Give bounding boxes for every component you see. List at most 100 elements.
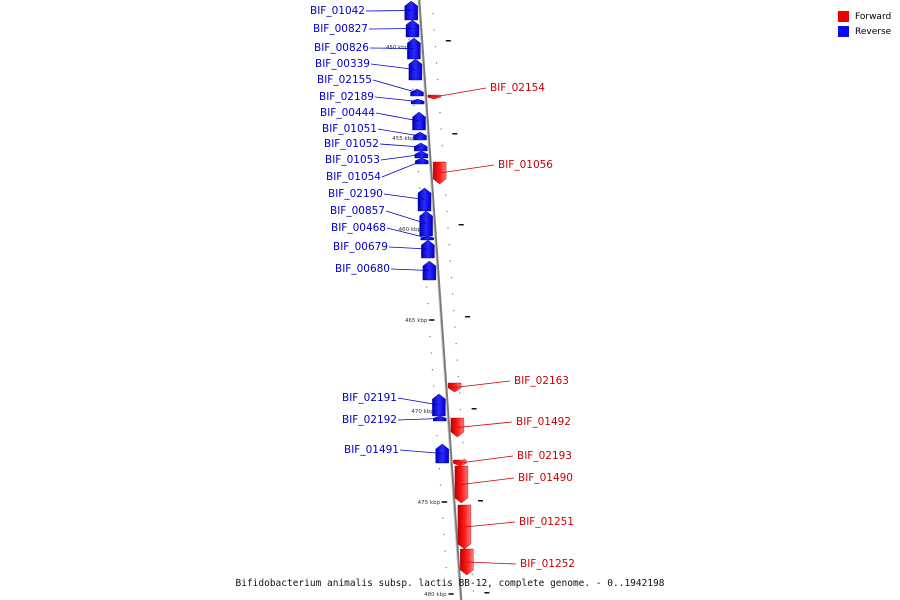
gene-label-bif_01490[interactable]: BIF_01490	[518, 472, 573, 484]
gene-label-bif_01056[interactable]: BIF_01056	[498, 159, 553, 171]
gene-label-bif_01251[interactable]: BIF_01251	[519, 516, 574, 528]
gene-label-bif_01491[interactable]: BIF_01491	[344, 444, 399, 456]
track-dot	[440, 128, 442, 130]
forward-swatch	[838, 11, 849, 22]
gene-label-bif_00339[interactable]: BIF_00339	[315, 58, 370, 70]
gene-leader-line	[385, 210, 427, 224]
gene-label-bif_01054[interactable]: BIF_01054	[326, 171, 381, 183]
gene-label-bif_00468[interactable]: BIF_00468	[331, 222, 386, 234]
track-dot	[433, 385, 435, 387]
scale-dash	[452, 133, 458, 135]
track-dot	[445, 567, 447, 569]
track-dot	[446, 211, 448, 213]
track-dot	[455, 343, 457, 345]
track-dot	[430, 352, 432, 354]
track-dot	[418, 171, 420, 173]
gene-label-bif_02163[interactable]: BIF_02163	[514, 375, 569, 387]
gene-leader-line	[374, 96, 418, 102]
scale-tick-label: 455 kbp	[392, 136, 415, 142]
gene-leader-line	[377, 128, 421, 137]
gene-label-bif_01052[interactable]: BIF_01052	[324, 138, 379, 150]
track-dot	[447, 227, 449, 229]
track-dot	[433, 29, 435, 31]
gene-leader-line	[372, 79, 418, 93]
gene-label-bif_02154[interactable]: BIF_02154	[490, 82, 545, 94]
gene-label-bif_00679[interactable]: BIF_00679	[333, 241, 388, 253]
track-dot	[428, 319, 430, 321]
gene-label-bif_00857[interactable]: BIF_00857	[330, 205, 385, 217]
track-dot	[439, 112, 441, 114]
track-dot	[436, 435, 438, 437]
gene-leader-line	[365, 10, 412, 12]
scale-dash	[445, 40, 451, 42]
track-dot	[432, 13, 434, 15]
gene-leader-line	[369, 47, 414, 49]
gene-label-bif_02190[interactable]: BIF_02190	[328, 188, 383, 200]
track-dot	[438, 468, 440, 470]
track-dot	[462, 442, 464, 444]
gene-leader-line	[379, 143, 421, 148]
gene-label-bif_01252[interactable]: BIF_01252	[520, 558, 575, 570]
legend-reverse-label: Reverse	[855, 26, 892, 37]
track-dot	[449, 260, 451, 262]
gene-label-bif_02155[interactable]: BIF_02155	[317, 74, 372, 86]
gene-label-bif_02191[interactable]: BIF_02191	[342, 392, 397, 404]
track-dot	[454, 326, 456, 328]
scale-tick	[442, 501, 448, 503]
scale-tick-label: 460 kbp	[399, 227, 422, 233]
track-dot	[408, 39, 410, 41]
legend: Forward Reverse	[838, 9, 891, 39]
scale-tick-label: 480 kbp	[424, 592, 447, 598]
gene-label-bif_01051[interactable]: BIF_01051	[322, 123, 377, 135]
gene-label-bif_01053[interactable]: BIF_01053	[325, 154, 380, 166]
gene-leader-line	[461, 477, 515, 485]
track-dot	[413, 105, 415, 107]
gene-leader-line	[457, 421, 513, 428]
gene-label-bif_00827[interactable]: BIF_00827	[313, 23, 368, 35]
gene-label-bif_01042[interactable]: BIF_01042	[310, 5, 365, 17]
gene-leader-line	[380, 154, 422, 161]
gene-label-bif_00680[interactable]: BIF_00680	[335, 263, 390, 275]
gene-leader-line	[459, 455, 514, 464]
gene-leader-line	[397, 397, 439, 406]
track-dot	[453, 310, 455, 312]
scale-dash	[471, 408, 477, 410]
gene-label-bif_01492[interactable]: BIF_01492	[516, 416, 571, 428]
track-dot	[443, 534, 445, 536]
scale-tick	[448, 593, 454, 595]
legend-forward: Forward	[838, 9, 891, 24]
track-dot	[429, 336, 431, 338]
scale-dash	[478, 500, 483, 502]
track-dot	[435, 62, 438, 64]
track-dot	[412, 88, 414, 90]
track-dot	[427, 303, 429, 305]
track-dot	[426, 286, 428, 288]
gene-leader-line	[381, 160, 422, 178]
gene-leader-line	[464, 521, 516, 528]
track-dot	[463, 458, 465, 460]
gene-leader-line	[434, 87, 487, 98]
gene-leader-line	[466, 561, 517, 565]
scale-tick-label: 470 kbp	[411, 409, 434, 415]
scale-dash	[465, 316, 471, 318]
track-dot	[437, 79, 439, 81]
gene-leader-line	[454, 380, 511, 388]
gene-label-bif_00826[interactable]: BIF_00826	[314, 42, 369, 54]
gene-label-bif_02192[interactable]: BIF_02192	[342, 414, 397, 426]
track-dot	[448, 244, 450, 246]
track-dot	[472, 590, 474, 592]
track-dot	[460, 409, 462, 411]
gene-label-bif_02193[interactable]: BIF_02193	[517, 450, 572, 462]
legend-reverse: Reverse	[838, 24, 891, 39]
scale-tick-label: 475 kbp	[418, 500, 441, 506]
track-dot	[452, 293, 454, 295]
scale-dash	[484, 592, 490, 594]
gene-leader-line	[375, 112, 420, 122]
track-dot	[439, 484, 442, 486]
gene-leader-line	[388, 246, 428, 250]
gene-label-bif_02189[interactable]: BIF_02189	[319, 91, 374, 103]
track-dot	[431, 369, 433, 371]
gene-leader-line	[390, 268, 430, 271]
gene-label-bif_00444[interactable]: BIF_00444	[320, 107, 375, 119]
